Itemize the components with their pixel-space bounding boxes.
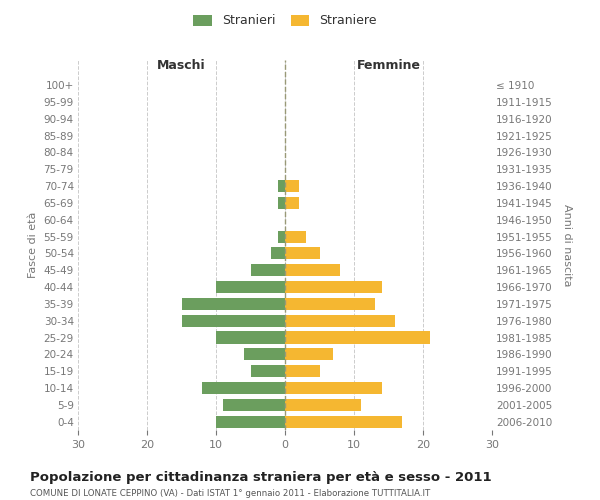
Bar: [285, 365, 320, 377]
Bar: [271, 248, 285, 260]
Bar: [285, 230, 306, 242]
Bar: [285, 332, 430, 344]
Bar: [285, 264, 340, 276]
Bar: [285, 382, 382, 394]
Text: Popolazione per cittadinanza straniera per età e sesso - 2011: Popolazione per cittadinanza straniera p…: [30, 471, 491, 484]
Bar: [182, 314, 285, 326]
Bar: [278, 197, 285, 209]
Bar: [202, 382, 285, 394]
Text: COMUNE DI LONATE CEPPINO (VA) - Dati ISTAT 1° gennaio 2011 - Elaborazione TUTTIT: COMUNE DI LONATE CEPPINO (VA) - Dati IST…: [30, 489, 430, 498]
Y-axis label: Anni di nascita: Anni di nascita: [562, 204, 572, 286]
Bar: [285, 348, 334, 360]
Bar: [278, 180, 285, 192]
Bar: [285, 180, 299, 192]
Bar: [285, 298, 374, 310]
Bar: [285, 416, 402, 428]
Bar: [216, 281, 285, 293]
Bar: [216, 332, 285, 344]
Bar: [251, 264, 285, 276]
Bar: [251, 365, 285, 377]
Text: Femmine: Femmine: [356, 59, 421, 72]
Bar: [285, 314, 395, 326]
Text: Maschi: Maschi: [157, 59, 206, 72]
Legend: Stranieri, Straniere: Stranieri, Straniere: [193, 14, 377, 28]
Bar: [278, 230, 285, 242]
Bar: [285, 398, 361, 411]
Bar: [216, 416, 285, 428]
Bar: [285, 281, 382, 293]
Bar: [285, 248, 320, 260]
Bar: [223, 398, 285, 411]
Bar: [244, 348, 285, 360]
Bar: [182, 298, 285, 310]
Y-axis label: Fasce di età: Fasce di età: [28, 212, 38, 278]
Bar: [285, 197, 299, 209]
